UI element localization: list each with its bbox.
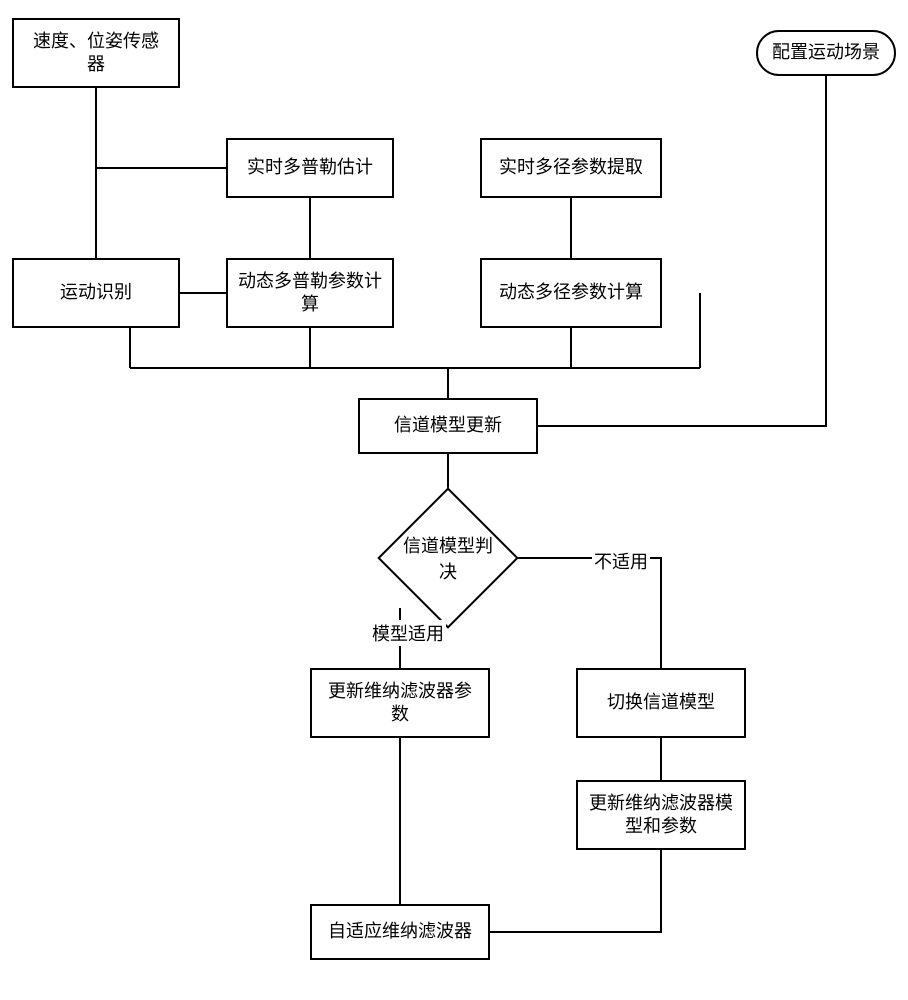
node-doppler-calc: 动态多普勒参数计算 bbox=[226, 258, 394, 328]
node-label: 动态多普勒参数计算 bbox=[238, 270, 382, 317]
node-label: 更新维纳滤波器参数 bbox=[328, 680, 472, 727]
node-model-update: 信道模型更新 bbox=[358, 398, 538, 454]
edge-label-fit: 模型适用 bbox=[370, 620, 446, 646]
node-doppler-est: 实时多普勒估计 bbox=[226, 138, 394, 198]
node-label: 运动识别 bbox=[60, 281, 132, 304]
node-label: 切换信道模型 bbox=[607, 691, 715, 714]
node-label: 实时多普勒估计 bbox=[247, 156, 373, 179]
node-multipath-ext: 实时多径参数提取 bbox=[480, 138, 662, 198]
node-label: 更新维纳滤波器模型和参数 bbox=[589, 792, 733, 839]
node-multipath-calc: 动态多径参数计算 bbox=[480, 258, 662, 328]
node-motion-rec: 运动识别 bbox=[12, 258, 180, 328]
node-update-wiener: 更新维纳滤波器参数 bbox=[310, 668, 490, 738]
node-switch-model: 切换信道模型 bbox=[576, 668, 746, 738]
node-decision: 信道模型判决 bbox=[398, 508, 498, 608]
edge-label-unfit: 不适用 bbox=[592, 548, 650, 574]
node-sensor: 速度、位姿传感器 bbox=[12, 18, 180, 88]
node-label: 动态多径参数计算 bbox=[499, 281, 643, 304]
node-label: 信道模型判决 bbox=[398, 532, 498, 584]
node-label: 配置运动场景 bbox=[772, 41, 880, 64]
node-adaptive: 自适应维纳滤波器 bbox=[310, 904, 490, 960]
node-label: 信道模型更新 bbox=[394, 414, 502, 437]
node-label: 自适应维纳滤波器 bbox=[328, 920, 472, 943]
flowchart-canvas: 速度、位姿传感器 配置运动场景 实时多普勒估计 实时多径参数提取 运动识别 动态… bbox=[0, 0, 908, 1000]
node-label: 实时多径参数提取 bbox=[499, 156, 643, 179]
node-config: 配置运动场景 bbox=[756, 30, 896, 76]
node-update-model: 更新维纳滤波器模型和参数 bbox=[576, 780, 746, 850]
node-label: 速度、位姿传感器 bbox=[33, 30, 159, 77]
